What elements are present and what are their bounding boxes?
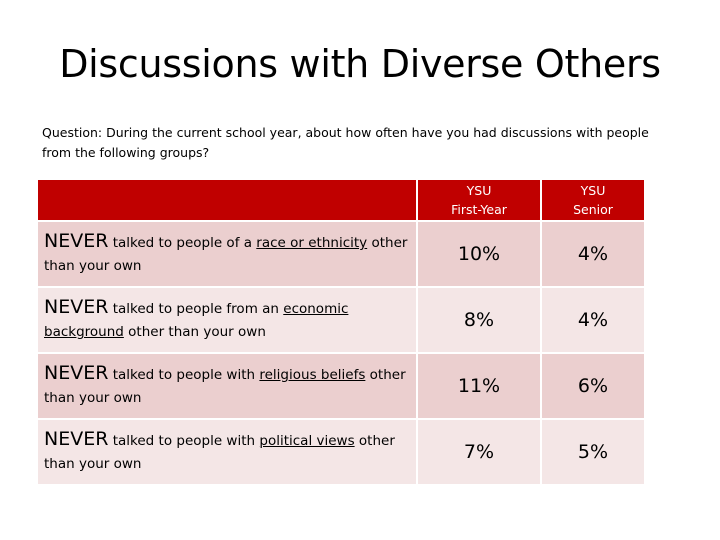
table-header-row: YSU First-Year YSU Senior xyxy=(36,178,646,222)
row-label: NEVER talked to people from an economic … xyxy=(36,286,418,354)
results-table: YSU First-Year YSU Senior NEVER talked t… xyxy=(36,178,646,486)
senior-value: 4% xyxy=(540,286,646,354)
question-text: Question: During the current school year… xyxy=(42,125,649,160)
senior-value: 6% xyxy=(540,352,646,420)
table-row: NEVER talked to people with political vi… xyxy=(36,418,646,486)
table-row: NEVER talked to people from an economic … xyxy=(36,286,646,354)
table-row: NEVER talked to people with religious be… xyxy=(36,352,646,420)
header-first-year: YSU First-Year xyxy=(416,178,542,222)
senior-value: 5% xyxy=(540,418,646,486)
header-blank-cell xyxy=(36,178,418,222)
first-year-value: 11% xyxy=(416,352,542,420)
senior-value: 4% xyxy=(540,220,646,288)
first-year-value: 7% xyxy=(416,418,542,486)
header-senior: YSU Senior xyxy=(540,178,646,222)
row-label: NEVER talked to people with religious be… xyxy=(36,352,418,420)
row-label: NEVER talked to people of a race or ethn… xyxy=(36,220,418,288)
table-row: NEVER talked to people of a race or ethn… xyxy=(36,220,646,288)
first-year-value: 10% xyxy=(416,220,542,288)
row-label: NEVER talked to people with political vi… xyxy=(36,418,418,486)
page-title: Discussions with Diverse Others xyxy=(59,42,661,86)
first-year-value: 8% xyxy=(416,286,542,354)
